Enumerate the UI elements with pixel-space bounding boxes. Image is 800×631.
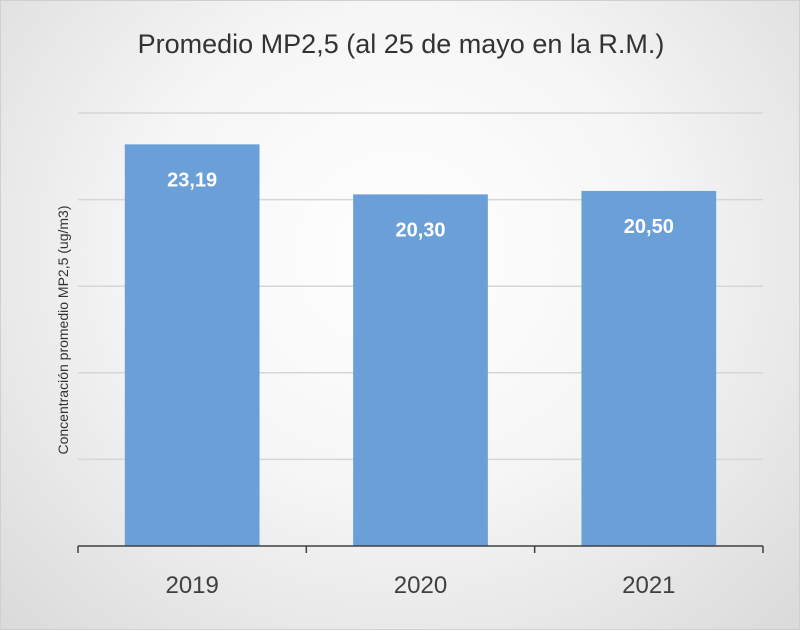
bar [353,194,488,547]
bar-value-label: 20,50 [624,216,674,238]
bar-value-label: 23,19 [167,169,217,191]
bar-value-label: 20,30 [395,219,445,241]
chart-title: Promedio MP2,5 (al 25 de mayo en la R.M.… [137,29,665,59]
bar [124,144,260,547]
bar [581,190,717,546]
x-tick-label: 2019 [165,572,218,599]
x-tick-label: 2021 [622,572,675,599]
x-tick-label: 2020 [394,572,447,599]
